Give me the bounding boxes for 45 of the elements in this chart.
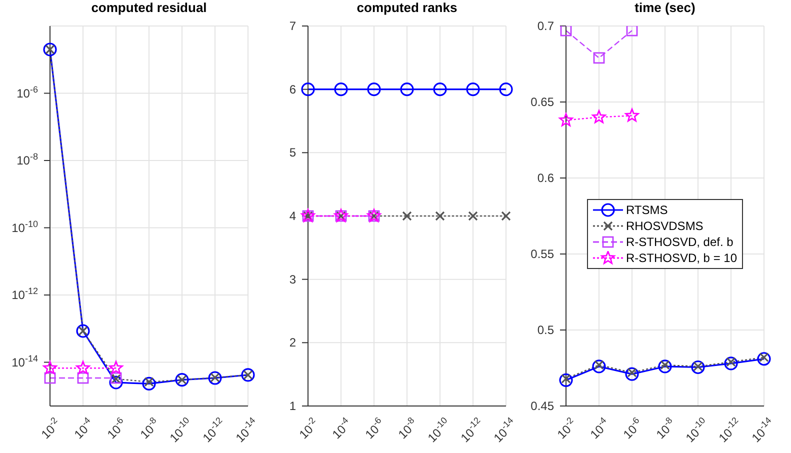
y-tick-label: 0.5 bbox=[537, 323, 554, 337]
point bbox=[691, 360, 705, 374]
y-tick-label: 10$^{-14}$ bbox=[12, 353, 38, 370]
chart-title: computed residual bbox=[90, 0, 208, 17]
point bbox=[142, 376, 156, 391]
y-tick-label: 0.7 bbox=[537, 19, 554, 33]
y-tick-label: 7 bbox=[289, 19, 296, 33]
y-tick-label: 10$^{-8}$ bbox=[16, 152, 38, 168]
legend-label: RTSMS bbox=[626, 202, 668, 216]
chart-title: time (sec) bbox=[634, 0, 696, 17]
point bbox=[559, 373, 573, 387]
point bbox=[77, 372, 89, 384]
point bbox=[76, 360, 90, 374]
point bbox=[625, 108, 639, 122]
point bbox=[626, 26, 638, 36]
point bbox=[109, 376, 123, 390]
point bbox=[44, 372, 56, 384]
y-tick-label: 0.45 bbox=[530, 399, 554, 413]
y-tick-label: 0.55 bbox=[530, 247, 554, 261]
point bbox=[559, 113, 573, 126]
point bbox=[43, 360, 57, 374]
point bbox=[592, 360, 606, 374]
y-tick-label: 0.65 bbox=[530, 95, 554, 109]
y-tick-label: 2 bbox=[289, 336, 296, 350]
point bbox=[208, 371, 222, 385]
point bbox=[658, 360, 672, 374]
y-tick-label: 6 bbox=[289, 82, 296, 96]
point bbox=[757, 352, 771, 366]
y-tick-label: 10$^{-12}$ bbox=[12, 286, 38, 302]
point bbox=[592, 110, 606, 124]
legend-label: R-STHOSVD, def. b bbox=[626, 234, 734, 248]
y-tick-label: 5 bbox=[289, 146, 296, 160]
y-tick-label: 1 bbox=[289, 399, 296, 413]
chart-title: computed ranks bbox=[356, 0, 458, 17]
point bbox=[109, 360, 123, 374]
point bbox=[593, 52, 605, 64]
y-tick-label: 3 bbox=[289, 272, 296, 286]
point bbox=[724, 356, 738, 370]
y-tick-label: 10$^{-10}$ bbox=[12, 218, 38, 235]
y-tick-label: 4 bbox=[289, 209, 296, 223]
y-tick-label: 0.6 bbox=[537, 171, 554, 185]
point bbox=[625, 367, 639, 381]
legend-label: R-STHOSVD, b = 10 bbox=[626, 250, 738, 264]
legend-label: RHOSVDSMS bbox=[626, 218, 704, 232]
y-tick-label: 10$^{-6}$ bbox=[16, 84, 38, 100]
